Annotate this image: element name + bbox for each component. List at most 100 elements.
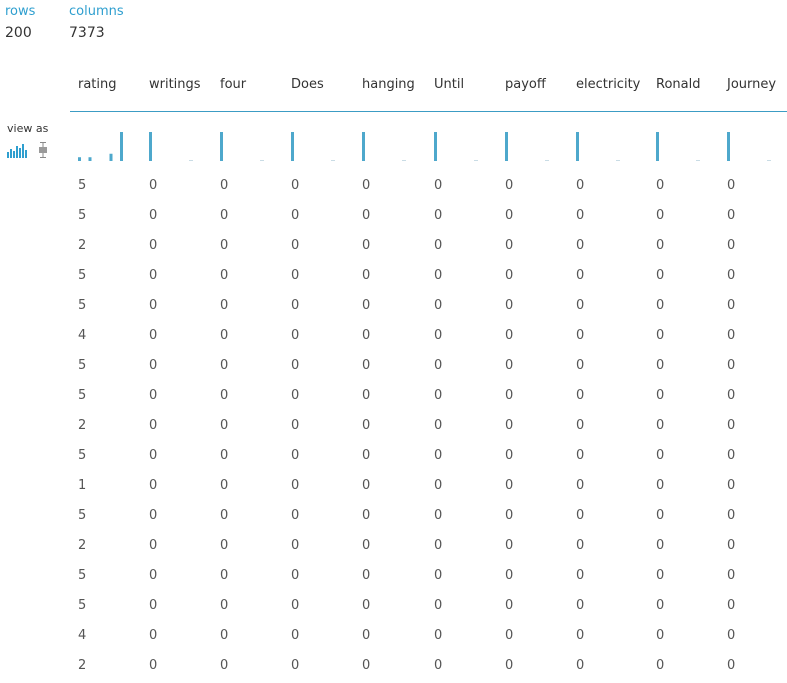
table-cell: 2 xyxy=(78,538,87,553)
column-header[interactable]: Ronald xyxy=(656,77,701,92)
table-cell: 0 xyxy=(727,418,736,433)
column-histogram[interactable] xyxy=(727,128,787,164)
table-cell: 0 xyxy=(505,568,514,583)
table-cell: 0 xyxy=(727,358,736,373)
column-histogram[interactable] xyxy=(149,128,211,164)
table-cell: 0 xyxy=(149,268,158,283)
column-histogram[interactable] xyxy=(576,128,638,164)
histogram-bar xyxy=(696,160,700,161)
table-cell: 0 xyxy=(576,478,585,493)
table-cell: 5 xyxy=(78,178,87,193)
table-cell: 0 xyxy=(291,328,300,343)
table-cell: 0 xyxy=(362,298,371,313)
column-histogram[interactable] xyxy=(362,128,424,164)
table-cell: 0 xyxy=(291,418,300,433)
table-row: 5 0 0 0 0 0 0 0 0 0 xyxy=(70,203,787,233)
histogram-icon[interactable] xyxy=(7,142,27,158)
table-cell: 0 xyxy=(149,208,158,223)
table-cell: 0 xyxy=(362,658,371,673)
table-cell: 0 xyxy=(576,628,585,643)
table-cell: 0 xyxy=(576,268,585,283)
table-cell: 0 xyxy=(656,538,665,553)
column-count: columns 7373 xyxy=(69,4,124,42)
table-cell: 0 xyxy=(220,598,229,613)
table-cell: 0 xyxy=(434,298,443,313)
table-cell: 0 xyxy=(727,628,736,643)
table-cell: 0 xyxy=(656,268,665,283)
table-row: 5 0 0 0 0 0 0 0 0 0 xyxy=(70,503,787,533)
table-cell: 0 xyxy=(149,508,158,523)
table-cell: 0 xyxy=(149,418,158,433)
table-row: 2 0 0 0 0 0 0 0 0 0 xyxy=(70,233,787,263)
column-histogram[interactable] xyxy=(291,128,353,164)
table-cell: 0 xyxy=(576,298,585,313)
table-cell: 0 xyxy=(362,478,371,493)
column-histogram[interactable] xyxy=(656,128,718,164)
table-cell: 0 xyxy=(576,388,585,403)
table-cell: 0 xyxy=(291,538,300,553)
table-cell: 0 xyxy=(291,238,300,253)
column-header[interactable]: hanging xyxy=(362,77,415,92)
column-header[interactable]: rating xyxy=(78,77,117,92)
table-cell: 0 xyxy=(576,328,585,343)
table-cell: 5 xyxy=(78,298,87,313)
table-cell: 0 xyxy=(434,208,443,223)
table-cell: 0 xyxy=(220,208,229,223)
table-cell: 0 xyxy=(362,238,371,253)
table-cell: 0 xyxy=(362,628,371,643)
table-cell: 0 xyxy=(362,568,371,583)
column-header[interactable]: electricity xyxy=(576,77,641,92)
table-cell: 0 xyxy=(576,508,585,523)
table-cell: 0 xyxy=(434,538,443,553)
table-cell: 0 xyxy=(727,298,736,313)
column-header[interactable]: writings xyxy=(149,77,201,92)
table-cell: 0 xyxy=(362,448,371,463)
column-header[interactable]: Journey xyxy=(727,77,777,92)
column-header[interactable]: Does xyxy=(291,77,324,92)
table-cell: 0 xyxy=(220,628,229,643)
table-cell: 0 xyxy=(149,298,158,313)
table-cell: 0 xyxy=(656,328,665,343)
column-histogram[interactable] xyxy=(220,128,282,164)
column-histogram[interactable] xyxy=(78,128,140,164)
column-histogram[interactable] xyxy=(505,128,567,164)
table-cell: 0 xyxy=(656,628,665,643)
table-cell: 5 xyxy=(78,448,87,463)
table-row: 2 0 0 0 0 0 0 0 0 0 xyxy=(70,533,787,563)
histogram-bar xyxy=(120,132,123,161)
table-cell: 2 xyxy=(78,238,87,253)
column-histogram[interactable] xyxy=(434,128,496,164)
boxplot-icon[interactable] xyxy=(38,142,48,158)
table-cell: 0 xyxy=(362,508,371,523)
table-row: 4 0 0 0 0 0 0 0 0 0 xyxy=(70,623,787,653)
table-cell: 0 xyxy=(576,568,585,583)
column-header[interactable]: Until xyxy=(434,77,465,92)
table-cell: 0 xyxy=(220,268,229,283)
table-cell: 0 xyxy=(656,418,665,433)
table-cell: 0 xyxy=(727,568,736,583)
table-cell: 0 xyxy=(291,628,300,643)
histogram-bar xyxy=(149,132,152,161)
table-cell: 0 xyxy=(220,508,229,523)
column-header[interactable]: four xyxy=(220,77,247,92)
table-cell: 0 xyxy=(291,598,300,613)
table-cell: 0 xyxy=(362,358,371,373)
column-header[interactable]: payoff xyxy=(505,77,546,92)
histogram-bar xyxy=(109,153,113,161)
table-cell: 4 xyxy=(78,328,87,343)
table-cell: 0 xyxy=(220,238,229,253)
table-row: 5 0 0 0 0 0 0 0 0 0 xyxy=(70,443,787,473)
table-cell: 0 xyxy=(505,178,514,193)
table-cell: 0 xyxy=(362,178,371,193)
table-cell: 0 xyxy=(727,208,736,223)
table-cell: 0 xyxy=(576,418,585,433)
rows-value: 200 xyxy=(5,25,32,41)
table-cell: 0 xyxy=(362,328,371,343)
table-cell: 5 xyxy=(78,358,87,373)
table-row: 5 0 0 0 0 0 0 0 0 0 xyxy=(70,563,787,593)
table-cell: 0 xyxy=(727,538,736,553)
table-cell: 0 xyxy=(291,178,300,193)
rows-label: rows xyxy=(5,4,36,19)
table-cell: 0 xyxy=(727,448,736,463)
table-cell: 0 xyxy=(362,418,371,433)
